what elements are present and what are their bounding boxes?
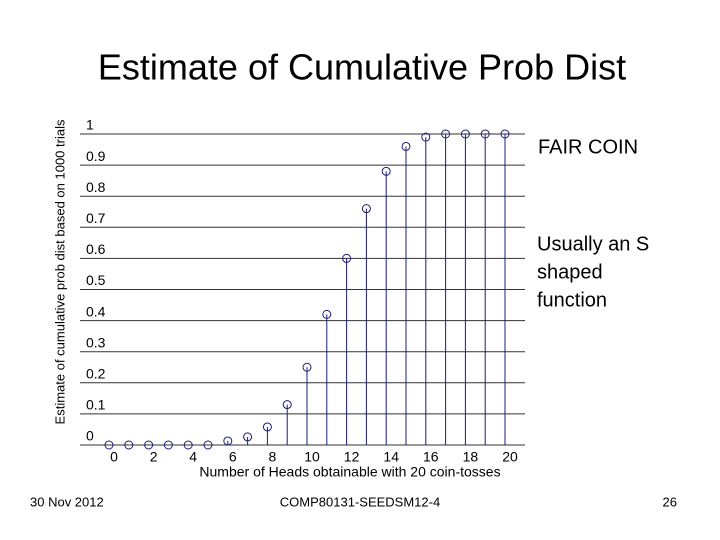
marker — [381, 166, 391, 176]
x-tick-label: 12 — [344, 449, 360, 465]
annotation: shaped — [537, 261, 603, 283]
marker — [401, 141, 411, 151]
marker — [144, 440, 154, 450]
y-tick-label: 0.1 — [86, 397, 106, 413]
y-tick-label: 0.3 — [86, 334, 106, 350]
x-tick-label: 8 — [269, 449, 277, 465]
marker — [163, 440, 173, 450]
marker — [183, 440, 193, 450]
marker — [421, 132, 431, 142]
x-tick-label: 4 — [189, 449, 197, 465]
footer-course: COMP80131-SEEDSM12-4 — [280, 494, 440, 509]
marker — [302, 362, 312, 372]
annotation: function — [537, 289, 607, 311]
chart-title: Estimate of Cumulative Prob Dist — [98, 47, 626, 88]
marker — [282, 400, 292, 410]
x-axis-label: Number of Heads obtainable with 20 coin-… — [199, 464, 500, 480]
y-tick-label: 0.6 — [86, 241, 106, 257]
marker — [460, 129, 470, 139]
y-tick-label: 0.9 — [86, 148, 106, 164]
x-tick-label: 20 — [502, 449, 518, 465]
annotation: FAIR COIN — [538, 136, 638, 158]
marker — [361, 204, 371, 214]
marker — [500, 129, 510, 139]
y-tick-label: 0 — [86, 428, 94, 444]
annotation: Usually an S — [537, 233, 649, 255]
y-tick-label: 1 — [86, 117, 94, 133]
x-tick-label: 16 — [423, 449, 439, 465]
x-tick-label: 10 — [304, 449, 320, 465]
marker — [322, 309, 332, 319]
y-tick-label: 0.5 — [86, 272, 106, 288]
marker — [480, 129, 490, 139]
x-tick-label: 14 — [383, 449, 399, 465]
marker — [262, 422, 272, 432]
marker — [243, 432, 253, 442]
footer-page: 26 — [663, 494, 677, 509]
x-tick-label: 18 — [463, 449, 479, 465]
y-tick-label: 0.8 — [86, 179, 106, 195]
x-tick-label: 6 — [229, 449, 237, 465]
marker — [104, 440, 114, 450]
marker — [342, 253, 352, 263]
marker — [441, 129, 451, 139]
x-tick-label: 2 — [150, 449, 158, 465]
marker — [203, 440, 213, 450]
y-axis-label: Estimate of cumulative prob dist based o… — [52, 119, 67, 424]
footer-date: 30 Nov 2012 — [30, 494, 104, 509]
marker — [124, 440, 134, 450]
y-tick-label: 0.4 — [86, 303, 106, 319]
y-tick-label: 0.2 — [86, 366, 106, 382]
y-tick-label: 0.7 — [86, 210, 106, 226]
x-tick-label: 0 — [110, 449, 118, 465]
marker — [223, 436, 233, 446]
